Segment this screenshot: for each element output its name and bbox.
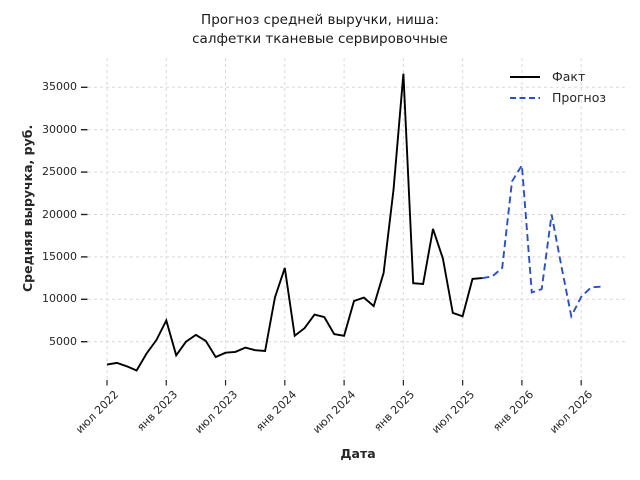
- y-tick-label: 10000: [42, 292, 77, 306]
- y-tick-label: 30000: [42, 122, 77, 136]
- legend-item-fact: Факт: [508, 66, 606, 87]
- y-axis-label: Средняя выручка, руб.: [20, 124, 35, 292]
- x-axis-label: Дата: [340, 446, 376, 461]
- legend: Факт Прогноз: [508, 66, 606, 108]
- y-tick-label: 5000: [49, 334, 77, 348]
- series-line-Прогноз: [482, 162, 602, 320]
- y-tick-label: 35000: [42, 80, 77, 94]
- forecast-line-sample-icon: [510, 96, 540, 99]
- legend-label-fact: Факт: [552, 69, 586, 84]
- y-tick-label: 25000: [42, 165, 77, 179]
- legend-item-forecast: Прогноз: [508, 87, 606, 108]
- fact-line-sample-icon: [510, 75, 540, 78]
- series-line-Факт: [106, 73, 483, 372]
- chart-title: Прогноз средней выручки, ниша: салфетки …: [192, 12, 448, 47]
- legend-label-forecast: Прогноз: [552, 90, 607, 105]
- y-tick-label: 20000: [42, 207, 77, 221]
- y-tick-label: 15000: [42, 249, 77, 263]
